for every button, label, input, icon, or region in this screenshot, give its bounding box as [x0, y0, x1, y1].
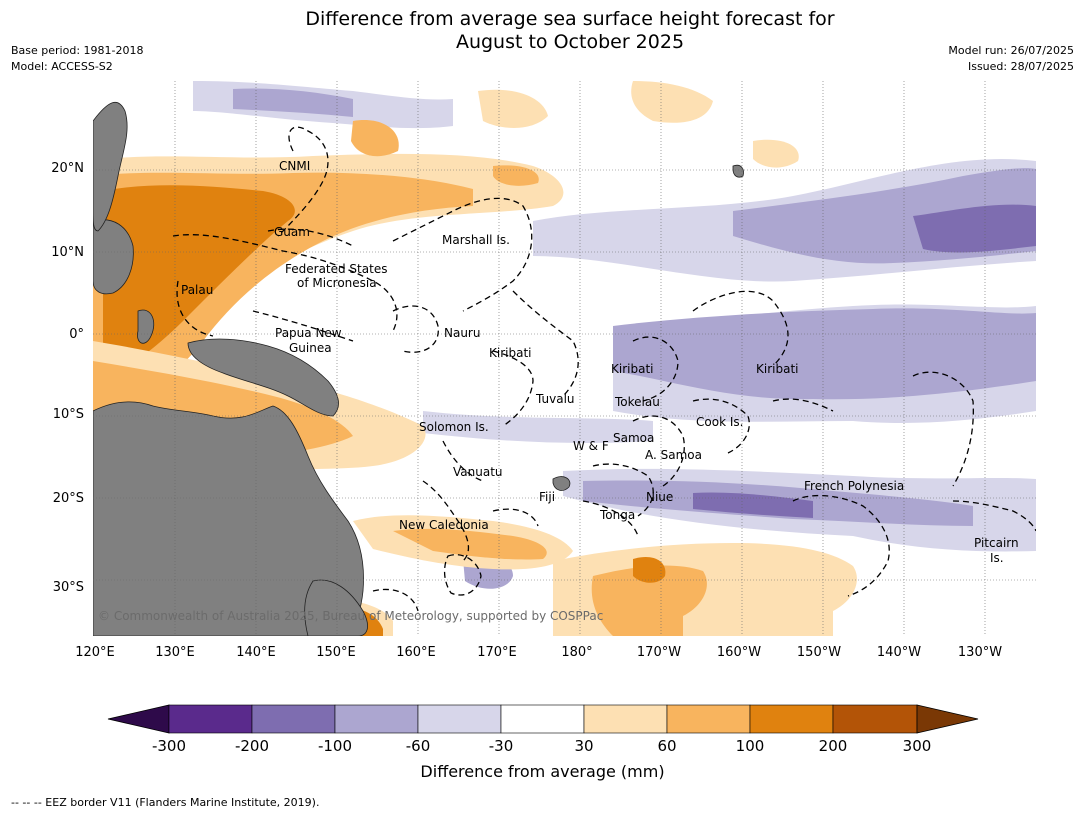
label-palau: Palau — [181, 283, 213, 297]
colorbar-tick-7: 60 — [657, 737, 677, 755]
label-kiribati-central: Kiribati — [611, 362, 653, 376]
colorbar-tick-1: -300 — [151, 737, 187, 755]
lat-label-0: 0° — [69, 327, 84, 342]
model-run: Model run: 26/07/2025 — [948, 44, 1074, 57]
base-period: Base period: 1981-2018 — [11, 44, 144, 57]
label-kiribati-west: Kiribati — [489, 346, 531, 360]
label-kiribati-east: Kiribati — [756, 362, 798, 376]
map-svg: CNMI Guam Marshall Is. Federated States … — [93, 81, 1036, 636]
title-line-2: August to October 2025 — [455, 31, 685, 53]
lat-label-10n: 10°N — [51, 245, 84, 260]
label-cook-is: Cook Is. — [696, 415, 743, 429]
label-solomon-is: Solomon Is. — [419, 420, 489, 434]
colorbar-bin-8 — [749, 704, 834, 734]
lon-label-140w: 140°W — [876, 645, 922, 660]
eez-borders — [172, 126, 1036, 612]
sulawesi-landmass — [137, 309, 155, 344]
colorbar-bin-4 — [417, 704, 502, 734]
hawaii-islands — [732, 164, 744, 178]
lon-label-150w: 150°W — [796, 645, 842, 660]
issued-date: Issued: 28/07/2025 — [967, 60, 1074, 73]
colorbar-extend-high — [916, 704, 979, 734]
colorbar-tick-3: -100 — [317, 737, 353, 755]
label-cnmi: CNMI — [279, 159, 310, 173]
label-pitcairn-line2: Is. — [990, 551, 1004, 565]
lon-label-130e: 130°E — [155, 645, 195, 660]
lon-label-160w: 160°W — [716, 645, 762, 660]
colorbar — [107, 704, 979, 734]
colorbar-bin-5 — [500, 704, 585, 734]
label-french-polynesia: French Polynesia — [804, 479, 904, 493]
label-new-caledonia: New Caledonia — [399, 518, 489, 532]
colorbar-tick-5: -30 — [488, 737, 514, 755]
label-nauru: Nauru — [444, 326, 480, 340]
new-zealand-landmass — [304, 579, 368, 636]
lat-label-20n: 20°N — [51, 161, 84, 176]
borneo-landmass — [93, 219, 134, 295]
lon-label-160e: 160°E — [396, 645, 436, 660]
label-guam: Guam — [274, 225, 310, 239]
label-fsm-line1: Federated States — [285, 262, 387, 276]
title-line-1: Difference from average sea surface heig… — [305, 8, 835, 30]
meta-left: Base period: 1981-2018 Model: ACCESS-S2 — [11, 43, 143, 75]
colorbar-tick-9: 200 — [818, 737, 848, 755]
lon-label-140e: 140°E — [236, 645, 276, 660]
colorbar-extend-low — [107, 704, 170, 734]
colorbar-bin-6 — [583, 704, 668, 734]
colorbar-tick-8: 100 — [735, 737, 765, 755]
colorbar-bin-9 — [832, 704, 918, 734]
label-png-line2: Guinea — [289, 341, 332, 355]
lon-label-150e: 150°E — [316, 645, 356, 660]
label-tonga: Tonga — [599, 508, 635, 522]
label-pitcairn-line1: Pitcairn — [974, 536, 1019, 550]
copyright-notice: © Commonwealth of Australia 2025, Bureau… — [98, 609, 604, 623]
colorbar-bin-3 — [334, 704, 419, 734]
label-niue: Niue — [646, 490, 673, 504]
colorbar-bin-2 — [251, 704, 336, 734]
lat-label-20s: 20°S — [52, 491, 84, 506]
map-title: Difference from average sea surface heig… — [0, 8, 1085, 54]
colorbar-tick-4: -60 — [405, 737, 431, 755]
colorbar-tick-10: 300 — [902, 737, 932, 755]
colorbar-tick-2: -200 — [234, 737, 270, 755]
region-labels: CNMI Guam Marshall Is. Federated States … — [181, 159, 1019, 565]
label-fsm-line2: of Micronesia — [297, 276, 377, 290]
lat-label-30s: 30°S — [52, 580, 84, 595]
model-name: Model: ACCESS-S2 — [11, 60, 113, 73]
graticule-lines — [93, 81, 1036, 636]
philippines-landmass — [93, 101, 128, 232]
label-marshall-is: Marshall Is. — [442, 233, 510, 247]
lon-label-170w: 170°W — [636, 645, 682, 660]
lon-label-130w: 130°W — [957, 645, 1003, 660]
lon-label-170e: 170°E — [477, 645, 517, 660]
meta-right: Model run: 26/07/2025 Issued: 28/07/2025 — [948, 43, 1074, 75]
negative-anomaly-fields — [93, 81, 1036, 636]
australia-landmass — [93, 401, 364, 636]
colorbar-tick-6: 30 — [574, 737, 594, 755]
label-tuvalu: Tuvalu — [535, 392, 575, 406]
label-wallis-futuna: W & F — [573, 439, 609, 453]
colorbar-title: Difference from average (mm) — [420, 762, 665, 781]
label-vanuatu: Vanuatu — [453, 465, 503, 479]
map-panel: CNMI Guam Marshall Is. Federated States … — [93, 81, 1036, 636]
label-png-line1: Papua New — [275, 326, 342, 340]
label-samoa: Samoa — [613, 431, 654, 445]
lon-label-180: 180° — [561, 645, 593, 660]
colorbar-bin-1 — [168, 704, 253, 734]
land-masses — [93, 101, 744, 636]
label-american-samoa: A. Samoa — [645, 448, 702, 462]
label-fiji: Fiji — [539, 490, 555, 504]
lon-label-120e: 120°E — [75, 645, 115, 660]
eez-footnote: -- -- -- EEZ border V11 (Flanders Marine… — [11, 796, 320, 809]
fiji-islands — [552, 476, 571, 491]
label-tokelau: Tokelau — [614, 395, 660, 409]
lat-label-10s: 10°S — [52, 407, 84, 422]
colorbar-bin-7 — [666, 704, 751, 734]
